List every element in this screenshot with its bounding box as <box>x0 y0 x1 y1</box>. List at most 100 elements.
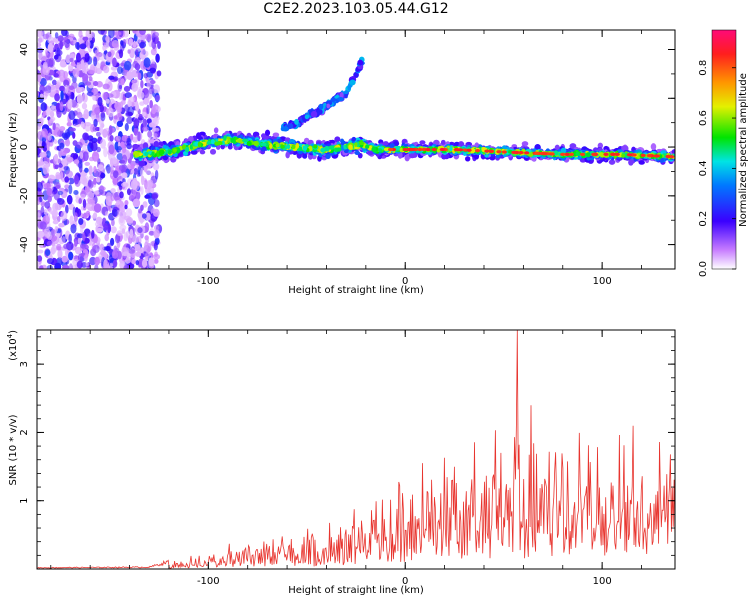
heatmap-cell <box>66 194 73 205</box>
heatmap-cell <box>67 99 73 110</box>
heatmap-cell <box>143 72 148 79</box>
heatmap-cell <box>39 221 47 230</box>
heatmap-cell <box>63 79 70 88</box>
heatmap-cell <box>93 177 97 185</box>
snr-series-line <box>37 330 675 569</box>
heatmap-cell <box>102 83 110 90</box>
heatmap-cell <box>69 215 74 226</box>
heatmap-cell <box>137 131 141 142</box>
heatmap-cell <box>61 236 66 244</box>
heatmap-cell <box>153 241 158 251</box>
heatmap-cell <box>137 35 142 44</box>
heatmap-cell <box>48 174 56 182</box>
heatmap-cell <box>147 130 153 138</box>
heatmap-cell <box>285 151 290 159</box>
heatmap-cell <box>151 193 158 200</box>
heatmap-cell <box>37 255 43 262</box>
heatmap-cell <box>128 38 134 45</box>
heatmap-cell <box>55 184 62 189</box>
heatmap-cell <box>280 144 285 149</box>
snr-scale-factor: (x104) <box>6 330 19 361</box>
heatmap-cell <box>129 133 134 141</box>
heatmap-cell <box>68 110 76 121</box>
heatmap-cell <box>253 140 259 147</box>
heatmap-cell <box>61 255 68 263</box>
svg-text:(x104): (x104) <box>6 330 19 361</box>
heatmap-cell <box>153 258 159 264</box>
heatmap-cell <box>39 93 44 99</box>
heatmap-cell <box>82 151 89 162</box>
heatmap-cell <box>60 71 64 78</box>
heatmap-cell <box>89 175 94 180</box>
heatmap-cell <box>78 217 84 226</box>
heatmap-cell <box>115 200 121 206</box>
heatmap-cell <box>260 142 267 147</box>
heatmap-cell <box>43 209 48 215</box>
heatmap-cell <box>310 110 318 118</box>
heatmap-cell <box>569 143 577 149</box>
heatmap-cell <box>54 262 62 269</box>
heatmap-cell <box>119 224 127 231</box>
heatmap-cell <box>62 264 70 269</box>
heatmap-cell <box>199 149 206 155</box>
heatmap-cell <box>46 258 54 265</box>
heatmap-cell <box>103 146 108 158</box>
heatmap-cell <box>99 243 105 252</box>
heatmap-cell <box>123 264 130 269</box>
heatmap-cell <box>628 159 634 166</box>
heatmap-cell <box>120 78 125 86</box>
x-tick-label: -100 <box>197 576 220 587</box>
heatmap-cell <box>98 52 106 61</box>
heatmap-cell <box>73 118 80 125</box>
heatmap-cell <box>640 153 646 157</box>
heatmap-cell <box>86 91 94 97</box>
heatmap-cell <box>129 228 134 239</box>
heatmap-cell <box>133 118 140 129</box>
heatmap-cell <box>40 102 47 112</box>
heatmap-cell <box>118 92 124 101</box>
heatmap-cell <box>353 71 359 79</box>
heatmap-cell <box>40 114 45 123</box>
snr-x-label: Height of straight line (km) <box>288 585 424 596</box>
snr-scale-base: (x10 <box>8 338 19 361</box>
heatmap-cell <box>568 152 574 156</box>
heatmap-cell <box>153 229 160 239</box>
y-tick-label: 3 <box>19 361 30 367</box>
heatmap-cell <box>150 63 156 70</box>
heatmap-cell <box>97 96 103 107</box>
heatmap-cell <box>313 145 318 149</box>
heatmap-cell <box>484 149 490 153</box>
heatmap-cell <box>560 152 566 156</box>
heatmap-cell <box>90 141 98 152</box>
y-tick-label: -40 <box>19 236 30 252</box>
heatmap-cell <box>54 32 59 39</box>
heatmap-cell <box>135 251 142 257</box>
heatmap-cell <box>66 121 72 127</box>
heatmap-cell <box>137 248 142 253</box>
heatmap-cell <box>93 190 100 195</box>
heatmap-cell <box>47 195 52 203</box>
heatmap-cell <box>37 161 45 166</box>
x-tick-label: -100 <box>197 276 220 287</box>
heatmap-cell <box>126 216 134 226</box>
heatmap-cell <box>294 118 299 125</box>
heatmap-cell <box>85 39 91 49</box>
heatmap-cell <box>79 151 84 160</box>
heatmap-cell <box>79 43 87 50</box>
x-tick-label: 100 <box>593 276 612 287</box>
heatmap-cell <box>105 35 110 43</box>
heatmap-cell <box>354 142 358 147</box>
colorbar-tick-label: 0.4 <box>698 160 709 176</box>
spectrogram-axes: -100 0 100 -40 -20 0 20 40 <box>19 30 675 287</box>
x-tick-label: 0 <box>402 576 408 587</box>
heatmap-cell <box>68 251 74 261</box>
heatmap-cell <box>399 147 403 153</box>
heatmap-cell <box>137 235 142 246</box>
heatmap-cell <box>646 154 652 158</box>
heatmap-cell <box>40 201 46 208</box>
heatmap-cell <box>140 175 145 186</box>
heatmap-cell <box>631 153 637 157</box>
heatmap-cell <box>110 192 115 202</box>
x-tick-label: 0 <box>402 276 408 287</box>
heatmap-cell <box>79 243 86 249</box>
